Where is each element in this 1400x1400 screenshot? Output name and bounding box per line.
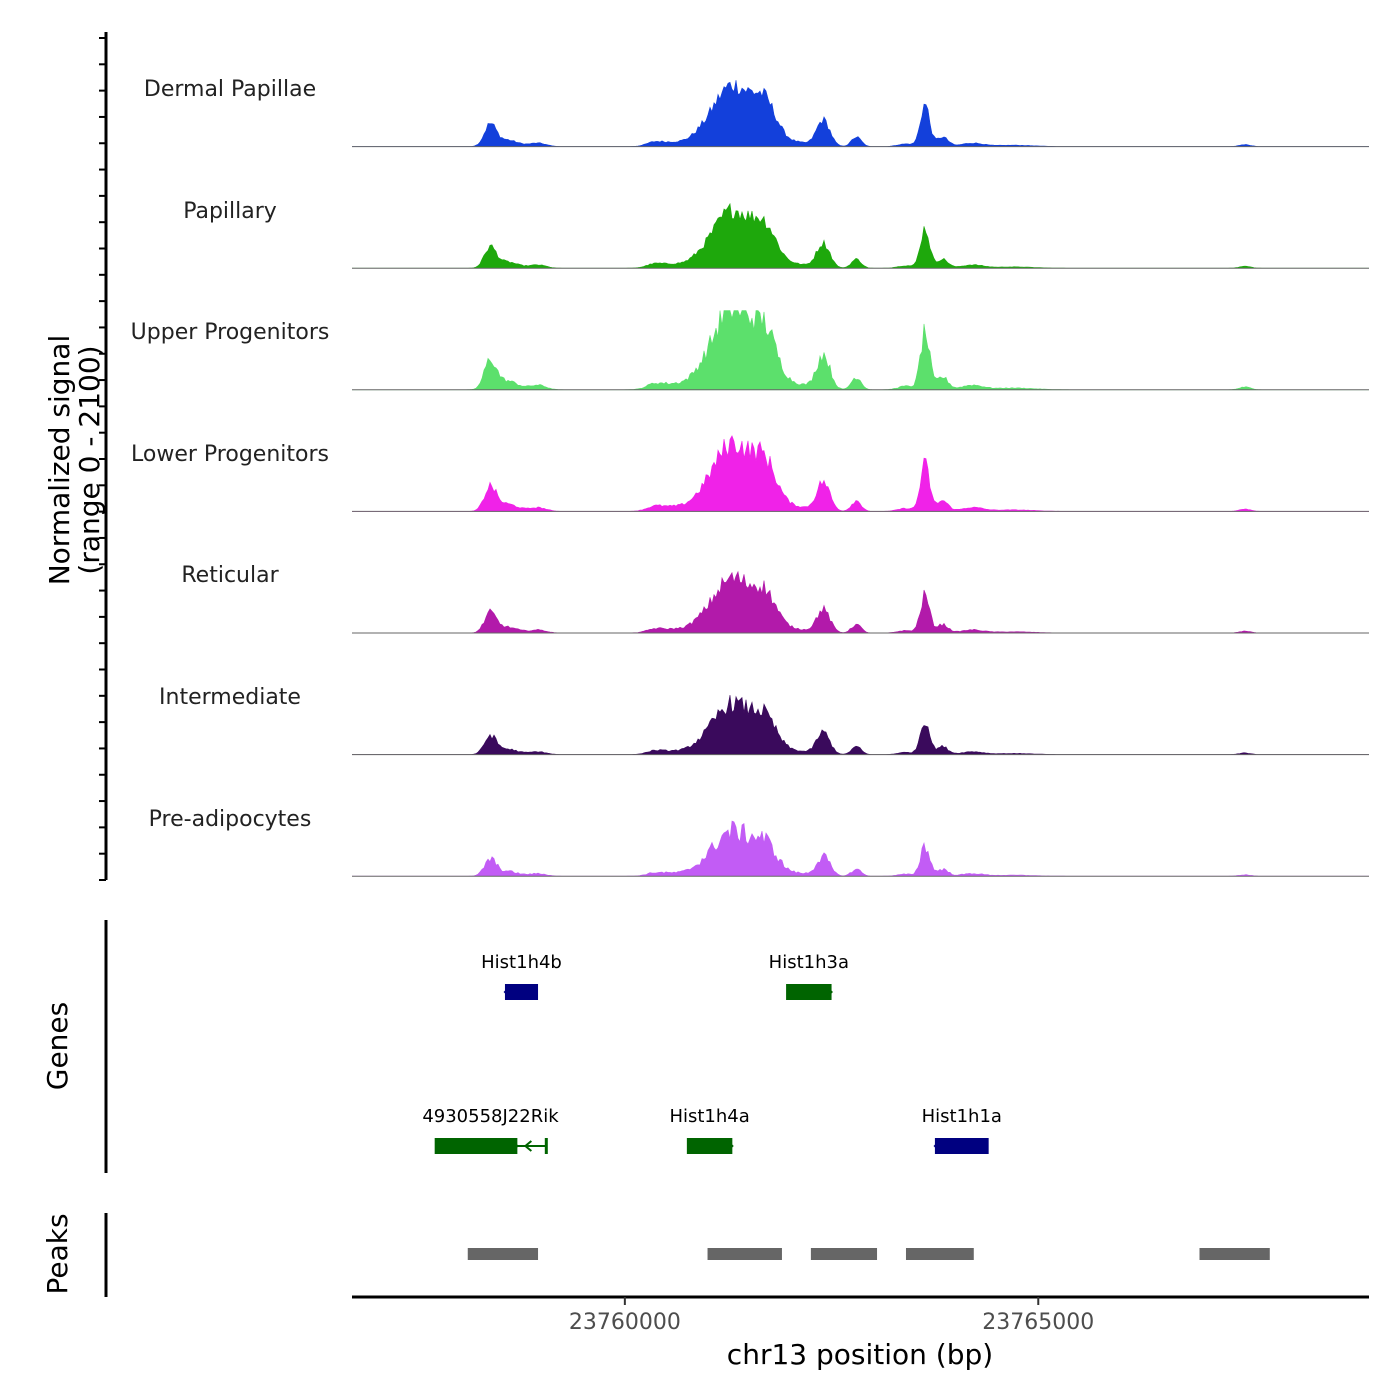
- strand-arrow-icon: [824, 985, 833, 999]
- peak-track: [467, 1248, 1270, 1260]
- gene: Hist1h3a: [769, 952, 849, 1000]
- coverage-area: [352, 695, 1369, 755]
- coverage-area: [352, 310, 1369, 391]
- gene: 4930558J22Rik: [422, 1106, 559, 1154]
- strand-arrow-icon: [523, 1140, 533, 1152]
- gene: Hist1h4b: [481, 952, 562, 1000]
- gene-label: Hist1h3a: [769, 952, 849, 973]
- track-label: Pre-adipocytes: [148, 806, 312, 832]
- track-label: Upper Progenitors: [130, 320, 330, 346]
- x-axis-title: chr13 position (bp): [727, 1338, 993, 1371]
- strand-arrow-icon: [933, 1139, 942, 1153]
- strand-arrow-icon: [725, 1139, 734, 1153]
- peak-region: [810, 1248, 878, 1260]
- gene-exon: [504, 984, 539, 1000]
- strand-arrow-icon: [510, 1139, 519, 1153]
- gene: Hist1h4a: [669, 1106, 750, 1154]
- axes: 23760000 23765000: [99, 32, 1369, 1335]
- peak-region: [1199, 1248, 1270, 1260]
- gene-exon: [786, 984, 832, 1000]
- coverage-tracks: [352, 80, 1369, 877]
- x-tick-label: 23760000: [569, 1310, 681, 1335]
- peak-region: [905, 1248, 974, 1260]
- coverage-area: [352, 202, 1369, 269]
- strand-arrow-icon: [503, 985, 512, 999]
- coverage-area: [352, 435, 1369, 512]
- peak-region: [707, 1248, 782, 1260]
- peak-region: [467, 1248, 539, 1260]
- coverage-area: [352, 570, 1369, 634]
- gene: Hist1h1a: [922, 1106, 1002, 1154]
- gene-exon: [686, 1138, 733, 1154]
- track-label: Reticular: [181, 563, 279, 589]
- track-label: Papillary: [183, 198, 277, 224]
- gene-exon: [434, 1138, 518, 1154]
- track-label: Dermal Papillae: [143, 77, 317, 102]
- gene-label: Hist1h4a: [669, 1106, 749, 1127]
- x-tick-label: 23765000: [982, 1310, 1094, 1335]
- gene-track: Hist1h4b Hist1h3a 4930558J22Rik Hist1h4a His…: [422, 952, 1002, 1154]
- gene-exon: [934, 1138, 989, 1154]
- gene-label: Hist1h4b: [481, 952, 562, 973]
- coverage-area: [352, 80, 1369, 147]
- track-label: Lower Progenitors: [131, 441, 329, 467]
- gene-label: Hist1h1a: [922, 1106, 1002, 1127]
- gene-label: 4930558J22Rik: [422, 1106, 559, 1127]
- track-label: Intermediate: [159, 685, 301, 710]
- coverage-area: [352, 820, 1369, 877]
